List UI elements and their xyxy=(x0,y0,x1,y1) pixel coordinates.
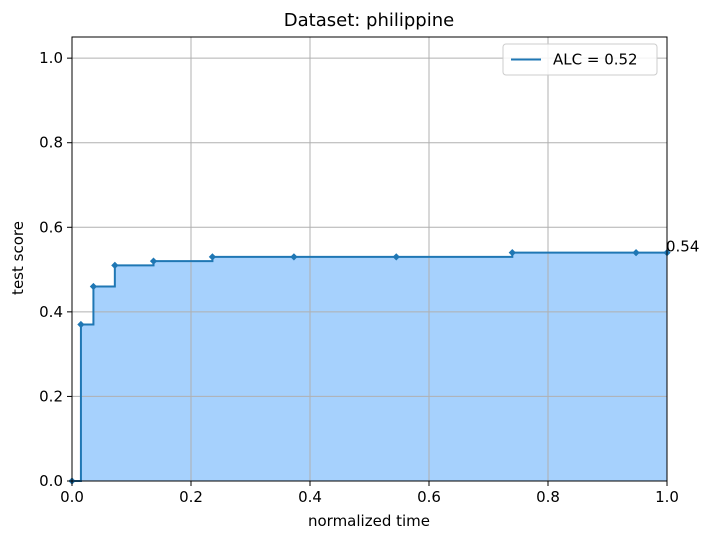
chart-title: Dataset: philippine xyxy=(284,10,454,31)
y-tick-label: 0.0 xyxy=(39,472,63,490)
y-tick-label: 0.6 xyxy=(39,218,63,236)
x-tick-label: 0.6 xyxy=(417,488,441,506)
data-point xyxy=(77,320,85,329)
axes-frame xyxy=(71,36,668,482)
area-fill-layer xyxy=(72,252,667,481)
tick-layer: 0.0 0.2 0.4 0.6 0.8 1.0 0.0 0.2 0.4 0.6 0.8 1.0 xyxy=(39,49,679,506)
data-point xyxy=(208,253,217,261)
x-tick-label: 0.8 xyxy=(536,488,560,506)
y-tick-label: 0.4 xyxy=(39,303,63,321)
y-tick-label: 0.8 xyxy=(39,134,63,152)
x-axis-label: normalized time xyxy=(308,512,430,530)
legend: ALC = 0.52 xyxy=(502,43,658,76)
data-point xyxy=(632,249,640,257)
data-label: 0.54 xyxy=(666,238,699,256)
y-axis-label: test score xyxy=(9,221,27,295)
x-tick-label: 0.4 xyxy=(298,488,322,506)
data-point xyxy=(89,282,98,291)
y-tick-label: 1.0 xyxy=(39,49,63,67)
legend-box xyxy=(502,43,658,76)
data-point xyxy=(392,253,400,261)
marker-layer xyxy=(68,249,671,485)
area-fill xyxy=(72,252,667,481)
y-tick-label: 0.2 xyxy=(39,387,63,405)
annotation-layer: 0.54 xyxy=(666,238,699,256)
data-point xyxy=(149,257,158,265)
x-tick-label: 1.0 xyxy=(655,488,679,506)
data-point xyxy=(290,253,298,261)
legend-label: ALC = 0.52 xyxy=(553,51,638,69)
data-point xyxy=(111,261,119,269)
data-point xyxy=(508,249,516,257)
axes-border xyxy=(71,36,668,482)
x-tick-label: 0.2 xyxy=(179,488,203,506)
x-tick-label: 0.0 xyxy=(60,488,84,506)
